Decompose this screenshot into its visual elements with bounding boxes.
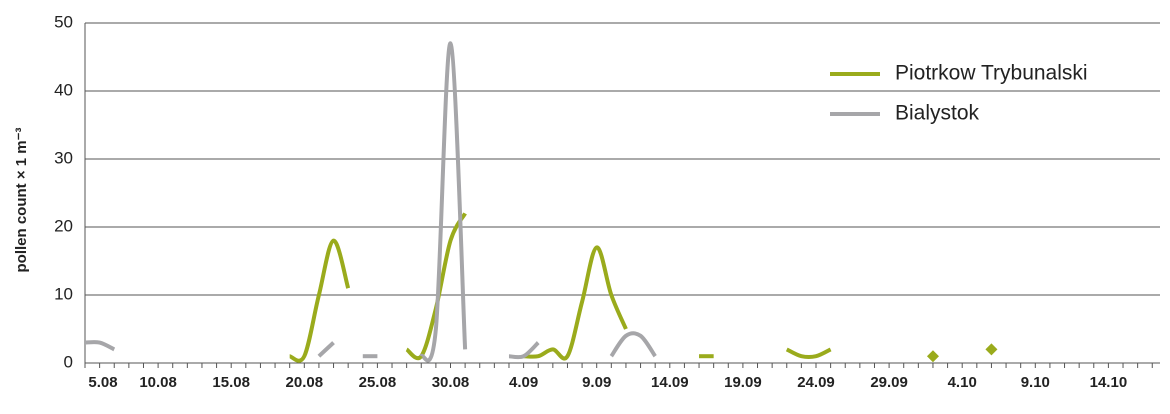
series-line	[523, 245, 628, 361]
y-tick-label: 10	[54, 284, 73, 303]
x-tick-label: 9.10	[1021, 374, 1050, 391]
y-tick-label: 30	[54, 148, 73, 167]
x-tick-label: 15.08	[212, 374, 250, 391]
x-tick-label: 14.10	[1090, 374, 1128, 391]
series-line	[317, 341, 335, 358]
series-line	[785, 347, 832, 360]
legend-label: Piotrkow Trybunalski	[895, 62, 1088, 85]
x-tick-label: 10.08	[139, 374, 177, 391]
y-tick-label: 40	[54, 80, 73, 99]
x-tick-label: 20.08	[286, 374, 324, 391]
series-line	[419, 41, 468, 363]
y-tick-label: 20	[54, 216, 73, 235]
series-line	[288, 238, 351, 363]
series-line	[508, 341, 540, 360]
x-tick-label: 4.10	[948, 374, 977, 391]
series-line	[84, 340, 116, 352]
x-tick-label: 30.08	[432, 374, 470, 391]
x-tick-label: 24.09	[797, 374, 835, 391]
data-point	[985, 343, 998, 356]
legend-label: Bialystok	[895, 102, 980, 125]
x-tick-label: 19.09	[724, 374, 762, 391]
x-tick-label: 29.09	[870, 374, 908, 391]
x-tick-label: 25.08	[359, 374, 397, 391]
x-tick-label: 14.09	[651, 374, 689, 391]
data-point	[926, 350, 939, 363]
y-axis-label: pollen count × 1 m⁻³	[13, 127, 30, 272]
x-tick-label: 5.08	[88, 374, 117, 391]
x-tick-label: 9.09	[582, 374, 611, 391]
series-line	[609, 331, 657, 358]
y-tick-label: 50	[54, 12, 73, 31]
x-tick-label: 4.09	[509, 374, 538, 391]
y-tick-label: 0	[64, 352, 73, 371]
